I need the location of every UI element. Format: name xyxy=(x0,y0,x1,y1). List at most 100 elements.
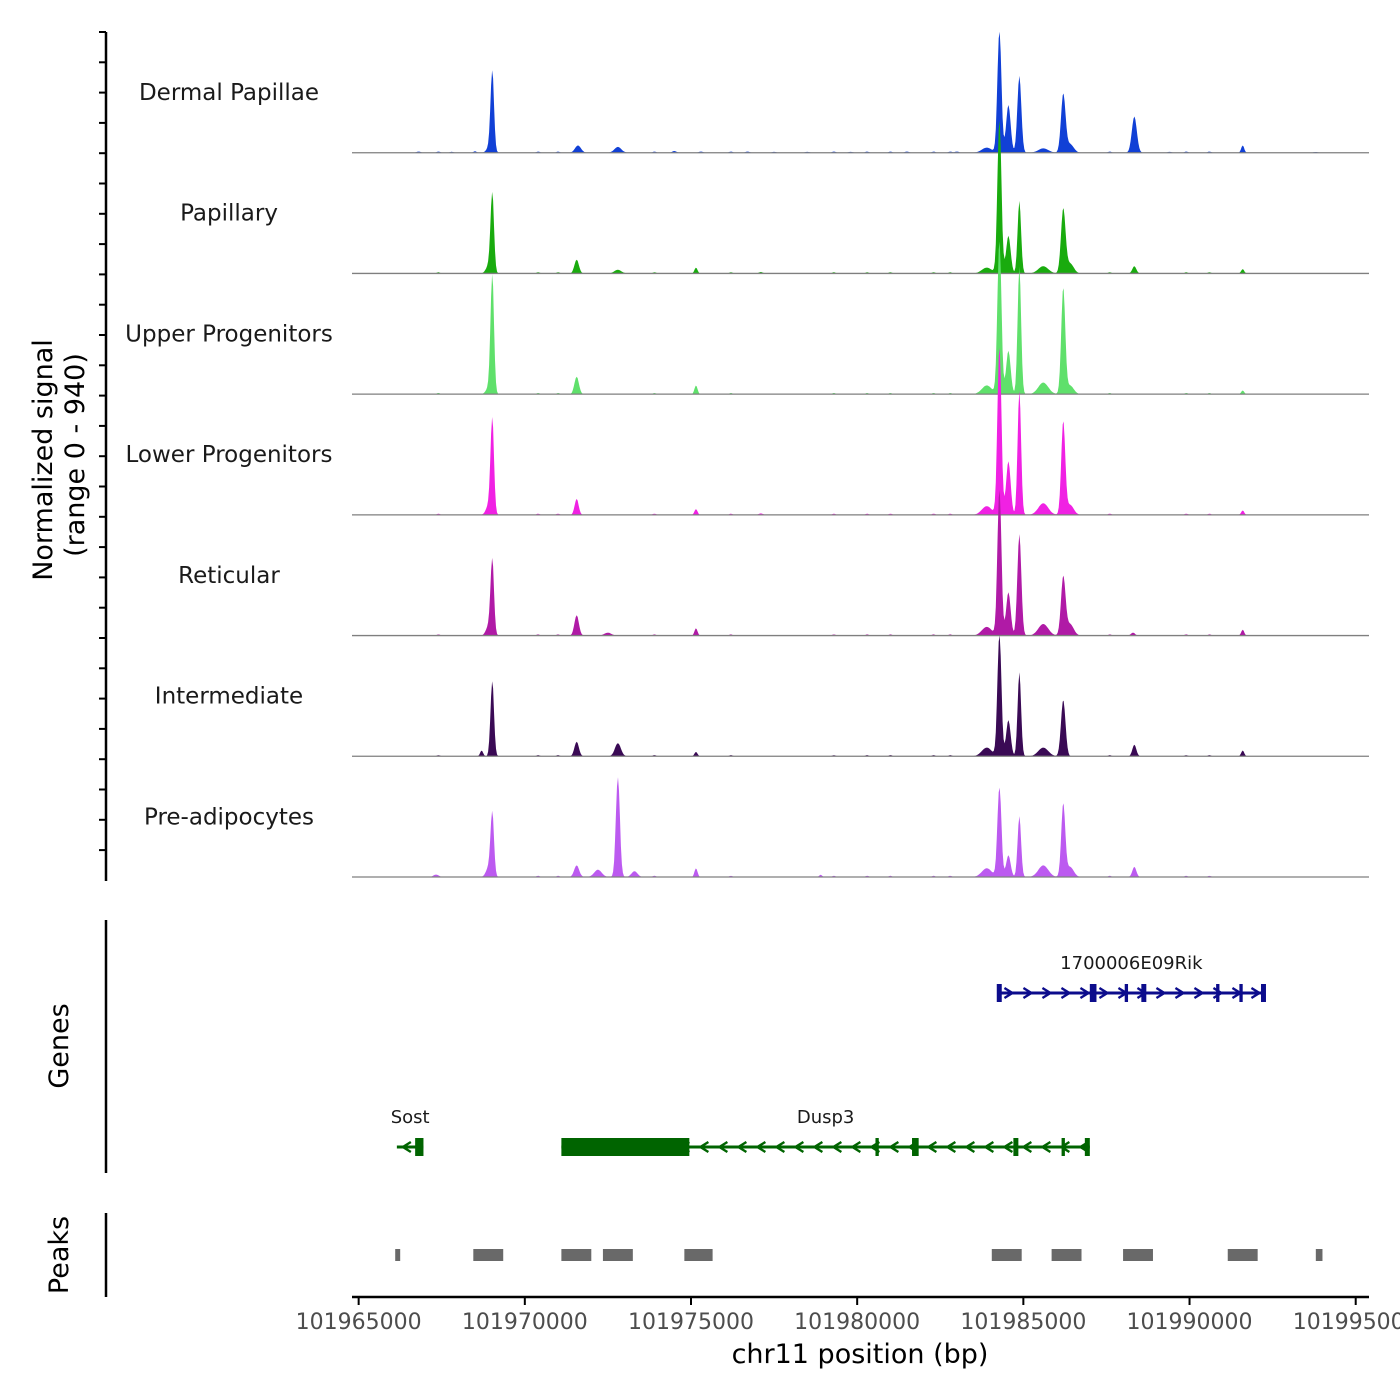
strand-arrow xyxy=(1060,986,1072,1000)
track-dermal-papillae: Dermal Papillae xyxy=(139,31,1369,154)
gene-exon xyxy=(1239,984,1243,1002)
strand-arrow xyxy=(1193,986,1205,1000)
x-tick-label: 101965000 xyxy=(296,1310,422,1335)
gene-label: Dusp3 xyxy=(797,1107,855,1128)
strand-arrow xyxy=(1041,986,1053,1000)
signal-panel: Normalized signal (range 0 - 940) Dermal… xyxy=(28,31,1369,881)
strand-arrow xyxy=(1174,986,1186,1000)
strand-arrow xyxy=(698,1140,710,1154)
track-label: Dermal Papillae xyxy=(139,80,319,106)
x-tick-label: 101980000 xyxy=(794,1310,920,1335)
strand-arrow xyxy=(1098,986,1110,1000)
signal-area xyxy=(355,347,1340,515)
peak-region xyxy=(561,1249,592,1261)
gene-dusp3: Dusp3 xyxy=(561,1107,1090,1156)
gene-exon xyxy=(1061,1138,1065,1156)
strand-arrow xyxy=(774,1140,786,1154)
strand-arrow xyxy=(736,1140,748,1154)
peaks-panel: Peaks xyxy=(44,1213,1323,1297)
peak-region xyxy=(684,1249,713,1261)
signal-area xyxy=(355,31,1340,153)
strand-arrow xyxy=(1250,986,1262,1000)
x-axis-label: chr11 position (bp) xyxy=(732,1339,989,1370)
gene-1700006e09rik: 1700006E09Rik xyxy=(996,953,1266,1002)
gene-models: 1700006E09Rik Sost Dusp3 xyxy=(391,953,1266,1156)
signal-area xyxy=(355,241,1340,395)
x-ticks: 101965000 101970000 101975000 101980000 1019… xyxy=(296,1297,1400,1335)
track-reticular: Reticular xyxy=(178,490,1369,637)
gene-exon xyxy=(415,1138,424,1156)
track-label: Upper Progenitors xyxy=(125,321,333,347)
strand-arrow xyxy=(1212,986,1224,1000)
x-tick-label: 101975000 xyxy=(628,1310,754,1335)
gene-exon xyxy=(1013,1138,1019,1156)
strand-arrow xyxy=(1040,1140,1052,1154)
genes-y-label: Genes xyxy=(44,1003,75,1088)
signal-y-label: Normalized signal xyxy=(28,339,59,581)
peaks-y-label: Peaks xyxy=(44,1216,75,1294)
peak-region xyxy=(395,1249,401,1261)
gene-exon xyxy=(1089,984,1097,1002)
x-tick-label: 101970000 xyxy=(462,1310,588,1335)
strand-arrow xyxy=(1022,986,1034,1000)
gene-exon xyxy=(561,1138,690,1156)
signal-y-ticks xyxy=(99,31,106,852)
strand-arrow xyxy=(983,1140,995,1154)
strand-arrow xyxy=(888,1140,900,1154)
strand-arrow xyxy=(755,1140,767,1154)
peak-region xyxy=(1051,1249,1082,1261)
track-label: Lower Progenitors xyxy=(126,442,333,468)
strand-arrow xyxy=(850,1140,862,1154)
x-axis: 101965000 101970000 101975000 101980000 1019… xyxy=(296,1295,1400,1370)
gene-sost: Sost xyxy=(391,1107,430,1156)
gene-exon xyxy=(1084,1138,1090,1156)
genes-panel: Genes 1700006E09Rik Sost Dusp3 xyxy=(44,920,1266,1173)
signal-y-label-range: (range 0 - 940) xyxy=(60,353,91,557)
gene-exon xyxy=(875,1138,879,1156)
peak-region xyxy=(1315,1249,1323,1261)
peak-region xyxy=(473,1249,504,1261)
track-upper-progenitors: Upper Progenitors xyxy=(125,241,1369,395)
strand-arrow xyxy=(812,1140,824,1154)
strand-arrow xyxy=(717,1140,729,1154)
strand-arrow xyxy=(964,1140,976,1154)
track-label: Reticular xyxy=(178,563,280,589)
x-tick-label: 101985000 xyxy=(960,1310,1086,1335)
strand-arrow xyxy=(1003,986,1015,1000)
track-intermediate: Intermediate xyxy=(155,635,1369,757)
track-label: Intermediate xyxy=(155,684,303,710)
gene-exon xyxy=(996,984,1002,1002)
track-pre-adipocytes: Pre-adipocytes xyxy=(144,777,1369,878)
strand-arrow xyxy=(1021,1140,1033,1154)
gene-label: Sost xyxy=(391,1107,430,1128)
peak-region xyxy=(991,1249,1022,1261)
strand-arrow xyxy=(793,1140,805,1154)
strand-arrow xyxy=(831,1140,843,1154)
strand-arrow xyxy=(1155,986,1167,1000)
peak-region xyxy=(1227,1249,1258,1261)
peak-region xyxy=(602,1249,633,1261)
peak-region xyxy=(1123,1249,1153,1261)
strand-arrow xyxy=(1079,986,1091,1000)
signal-area xyxy=(355,120,1340,274)
gene-exon xyxy=(1216,984,1220,1002)
strand-arrow xyxy=(400,1140,412,1154)
signal-tracks: Dermal Papillae Papillary Upper Progenitor… xyxy=(125,31,1369,878)
gene-exon xyxy=(1260,984,1266,1002)
strand-arrow xyxy=(1002,1140,1014,1154)
signal-area xyxy=(355,635,1340,757)
strand-arrow xyxy=(945,1140,957,1154)
signal-area xyxy=(355,777,1340,877)
x-tick-label: 101995000 xyxy=(1293,1310,1400,1335)
peak-regions xyxy=(395,1249,1323,1261)
track-lower-progenitors: Lower Progenitors xyxy=(126,347,1369,516)
track-papillary: Papillary xyxy=(180,120,1369,275)
gene-exon xyxy=(912,1138,919,1156)
gene-label: 1700006E09Rik xyxy=(1060,953,1203,974)
gene-exon xyxy=(1124,984,1129,1002)
track-label: Pre-adipocytes xyxy=(144,804,314,830)
strand-arrow xyxy=(1059,1140,1071,1154)
signal-area xyxy=(355,490,1340,636)
strand-arrow xyxy=(926,1140,938,1154)
